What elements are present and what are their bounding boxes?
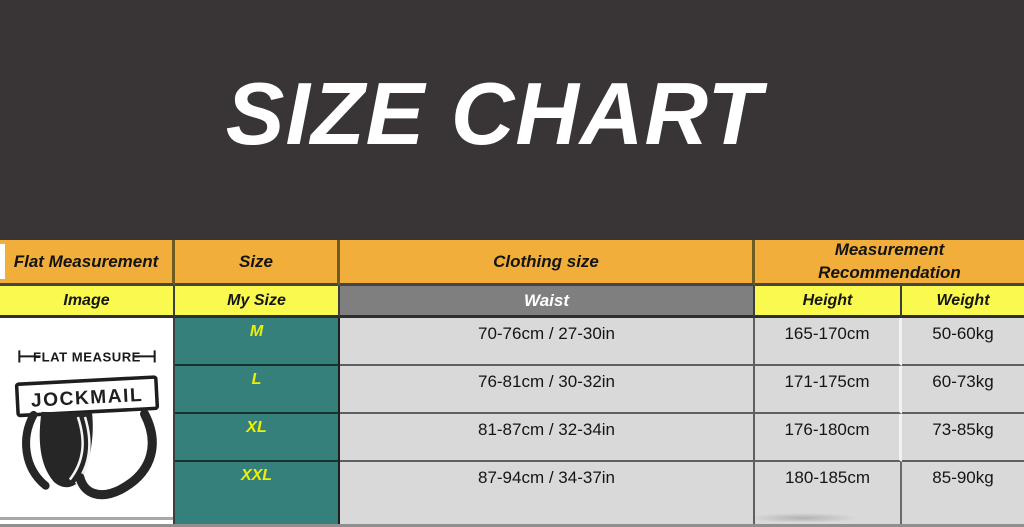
left-strap: [21, 410, 50, 490]
pouch-highlight-1: [68, 416, 84, 481]
header-flat-measurement: Flat Measurement: [0, 240, 175, 286]
size-cell-xxl: XXL: [175, 462, 340, 524]
subheader-weight: Weight: [902, 286, 1024, 318]
measurement-recommendation-label: Measurement Recommendation: [818, 239, 961, 282]
height-value-xl: 176-180cm: [755, 414, 902, 462]
waist-value-l: 76-81cm / 30-32in: [340, 366, 755, 414]
subheader-image: Image: [0, 286, 175, 318]
right-strap: [74, 409, 157, 500]
size-cell-m: M: [175, 318, 340, 366]
weight-value-m: 50-60kg: [902, 318, 1024, 366]
weight-value-xxl: 85-90kg: [902, 462, 1024, 524]
size-cell-xl: XL: [175, 414, 340, 462]
image-cell-bottom-edge: [0, 517, 173, 520]
flat-measure-illustration-cell: FLAT MEASURE JOCKMAIL: [0, 318, 175, 524]
header-measurement-recommendation: Measurement Recommendation: [755, 240, 1024, 286]
weight-value-xl: 73-85kg: [902, 414, 1024, 462]
weight-value-l: 60-73kg: [902, 366, 1024, 414]
jockstrap-illustration: FLAT MEASURE JOCKMAIL: [14, 349, 159, 500]
left-edge-white-notch: [0, 244, 5, 279]
height-value-xxl: 180-185cm: [755, 462, 902, 524]
measure-tick-lines: [17, 350, 156, 363]
waist-value-xl: 81-87cm / 32-34in: [340, 414, 755, 462]
height-value-m: 165-170cm: [755, 318, 902, 366]
flat-measure-label: FLAT MEASURE: [33, 349, 141, 364]
waist-value-xxl: 87-94cm / 34-37in: [340, 462, 755, 524]
subheader-my-size: My Size: [175, 286, 340, 318]
size-cell-l: L: [175, 366, 340, 414]
hero-banner: SIZE CHART: [0, 0, 1024, 240]
header-size: Size: [175, 240, 340, 286]
header-clothing-size: Clothing size: [340, 240, 755, 286]
waistband-banner: JOCKMAIL: [14, 375, 159, 418]
size-table: Flat Measurement Size Clothing size Meas…: [0, 240, 1024, 527]
subheader-height: Height: [755, 286, 902, 318]
page-title: SIZE CHART: [225, 64, 763, 163]
shadow-smudge: [748, 513, 858, 523]
subheader-waist: Waist: [340, 286, 755, 318]
height-value-l: 171-175cm: [755, 366, 902, 414]
pouch: [39, 411, 93, 488]
waist-value-m: 70-76cm / 27-30in: [340, 318, 755, 366]
